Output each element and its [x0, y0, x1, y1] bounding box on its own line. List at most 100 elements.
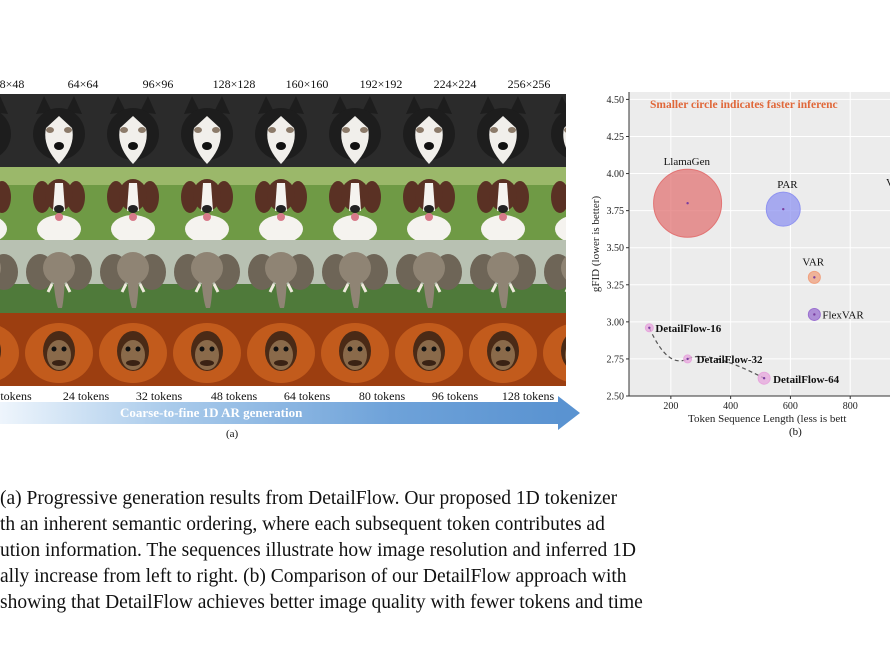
figure-panel-b: 2.50 2.75 3.00 3.25 3.50 3.75 4.00 4.25 4.50 200 4… — [580, 80, 890, 440]
point-center-var — [813, 276, 816, 279]
y-tick-label: 3.75 — [607, 206, 625, 217]
token-count-label: 128 tokens — [501, 389, 555, 403]
husky-thumbnail — [96, 94, 170, 167]
point-label-par: PAR — [777, 179, 798, 191]
husky-thumbnail — [392, 94, 466, 167]
husky-thumbnail — [318, 94, 392, 167]
spaniel-thumbnail — [22, 167, 96, 240]
orangutan-thumbnail — [540, 313, 566, 386]
resolution-label: 160×160 — [285, 77, 329, 91]
resolution-label: 192×192 — [359, 77, 403, 91]
resolution-label: 128×128 — [212, 77, 256, 91]
elephant-thumbnail — [318, 240, 392, 313]
x-tick-label: 600 — [783, 401, 798, 412]
point-center-llamagen — [686, 202, 689, 205]
point-center-detailflow-64 — [762, 377, 766, 380]
husky-thumbnail — [0, 94, 22, 167]
subfigure-label-b: (b) — [789, 426, 802, 438]
orangutan-thumbnail — [170, 313, 244, 386]
point-center-detailflow-32 — [686, 357, 689, 361]
resolution-label: 96×96 — [142, 77, 174, 91]
resolution-label: 256×256 — [507, 77, 551, 91]
y-tick-label: 3.25 — [607, 280, 625, 291]
point-center-par — [782, 207, 785, 211]
husky-thumbnail — [540, 94, 566, 167]
orangutan-thumbnail — [96, 313, 170, 386]
husky-thumbnail — [22, 94, 96, 167]
elephant-thumbnail — [22, 240, 96, 313]
y-tick-label: 3.50 — [607, 243, 625, 254]
point-label-var: VAR — [802, 256, 824, 268]
spaniel-thumbnail — [466, 167, 540, 240]
orangutan-thumbnail — [466, 313, 540, 386]
elephant-thumbnail — [244, 240, 318, 313]
arrow-right-icon — [558, 396, 580, 430]
caption-line: th an inherent semantic ordering, where … — [0, 514, 605, 535]
y-tick-label: 4.25 — [607, 132, 625, 143]
spaniel-thumbnail — [244, 167, 318, 240]
scatter-chart: 2.50 2.75 3.00 3.25 3.50 3.75 4.00 4.25 4.50 200 4… — [590, 92, 890, 425]
husky-thumbnail — [244, 94, 318, 167]
trend-line — [648, 327, 765, 379]
x-tick-label: 200 — [663, 401, 678, 412]
point-label-detailflow-32: DetailFlow-32 — [697, 354, 763, 366]
point-center-flexvar — [813, 313, 816, 316]
token-count-label: 96 tokens — [431, 389, 479, 403]
elephant-thumbnail — [540, 240, 566, 313]
resolution-label: 64×64 — [67, 77, 99, 91]
caption-line: showing that DetailFlow achieves better … — [0, 592, 643, 613]
orangutan-thumbnail — [0, 313, 22, 386]
husky-thumbnail — [466, 94, 540, 167]
chart-title: Smaller circle indicates faster inferenc — [650, 99, 838, 111]
elephant-thumbnail — [170, 240, 244, 313]
point-label-detailflow-16: DetailFlow-16 — [655, 323, 721, 335]
point-label-detailflow-64: DetailFlow-64 — [773, 374, 839, 386]
figure-panel-a: 8×48 64×64 96×96 128×128 160×160 192×192… — [0, 0, 590, 450]
generation-image-grid — [0, 94, 566, 386]
point-label-llamagen: LlamaGen — [664, 156, 711, 168]
elephant-thumbnail — [0, 240, 22, 313]
spaniel-thumbnail — [0, 167, 22, 240]
resolution-label: 8×48 — [0, 77, 25, 91]
figure-caption: (a) Progressive generation results from … — [0, 486, 890, 616]
y-axis-label: gFID (lower is better) — [590, 196, 602, 293]
token-count-label: 24 tokens — [62, 389, 110, 403]
orangutan-thumbnail — [392, 313, 466, 386]
token-count-label: tokens — [0, 389, 32, 403]
elephant-thumbnail — [392, 240, 466, 313]
x-tick-label: 800 — [843, 401, 858, 412]
elephant-thumbnail — [96, 240, 170, 313]
subfigure-label-a: (a) — [226, 428, 239, 440]
token-count-label: 32 tokens — [135, 389, 183, 403]
spaniel-thumbnail — [392, 167, 466, 240]
spaniel-thumbnail — [96, 167, 170, 240]
plot-background — [629, 92, 890, 396]
progress-arrow-bar — [0, 402, 560, 424]
y-tick-label: 2.75 — [607, 354, 625, 365]
spaniel-thumbnail — [540, 167, 566, 240]
spaniel-thumbnail — [318, 167, 392, 240]
resolution-label: 224×224 — [433, 77, 477, 91]
y-tick-label: 4.00 — [607, 169, 625, 180]
orangutan-thumbnail — [244, 313, 318, 386]
token-count-label: 48 tokens — [210, 389, 258, 403]
caption-line: ally increase from left to right. (b) Co… — [0, 566, 627, 587]
husky-thumbnail — [170, 94, 244, 167]
point-label-flexvar: FlexVAR — [822, 309, 864, 321]
y-tick-label: 2.50 — [607, 392, 625, 403]
token-count-label: 64 tokens — [283, 389, 331, 403]
partial-point-label: V — [886, 177, 890, 189]
orangutan-thumbnail — [22, 313, 96, 386]
arrow-label: Coarse-to-fine 1D AR generation — [120, 405, 303, 420]
orangutan-thumbnail — [318, 313, 392, 386]
spaniel-thumbnail — [170, 167, 244, 240]
token-count-label: 80 tokens — [358, 389, 406, 403]
caption-line: (a) Progressive generation results from … — [0, 488, 618, 509]
caption-line: ution information. The sequences illustr… — [0, 540, 636, 561]
y-tick-label: 4.50 — [607, 95, 625, 106]
x-tick-label: 400 — [723, 401, 738, 412]
x-axis-label: Token Sequence Length (less is bett — [688, 413, 846, 425]
y-tick-label: 3.00 — [607, 317, 625, 328]
point-center-detailflow-16 — [648, 326, 651, 329]
elephant-thumbnail — [466, 240, 540, 313]
